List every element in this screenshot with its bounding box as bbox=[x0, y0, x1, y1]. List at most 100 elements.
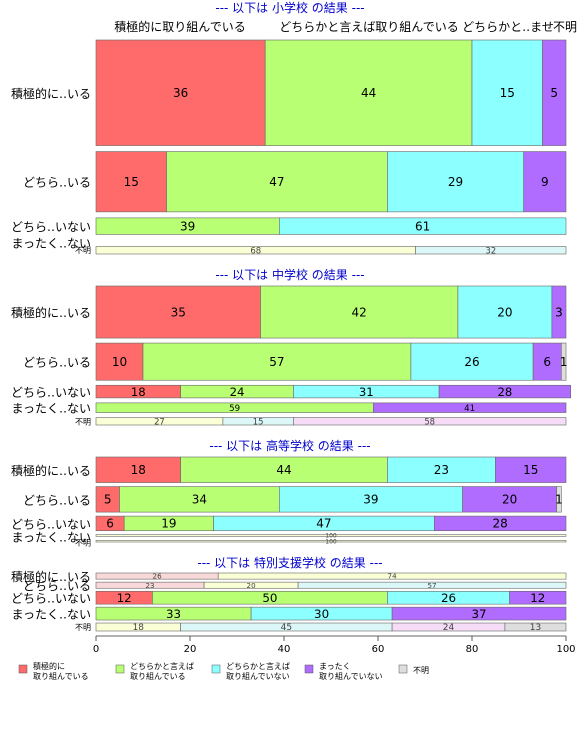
panel-title: --- 以下は 特別支援学校 の結果 --- bbox=[197, 555, 382, 570]
panel-4: --- 以下は 特別支援学校 の結果 --- 積極的に‥いる 26 74 どちら‥いる 2… bbox=[11, 555, 567, 633]
bar-row: 39 61 bbox=[95, 217, 567, 235]
data-label: 37 bbox=[471, 607, 486, 621]
legend-label: まったく bbox=[319, 662, 351, 671]
panel-title: --- 以下は 小学校 の結果 --- bbox=[215, 0, 364, 15]
bar-segment bbox=[504, 622, 567, 632]
x-tick-label: 100 bbox=[556, 644, 575, 655]
x-axis: 0 20 40 60 80 100 bbox=[93, 635, 576, 655]
row-label: どちら‥いる bbox=[23, 579, 91, 593]
data-label: 6 bbox=[106, 517, 114, 531]
legend-label: 積極的に bbox=[33, 661, 65, 671]
legend-label: 取り組んでいない bbox=[226, 671, 290, 681]
bar-segment bbox=[556, 486, 562, 513]
data-label: 15 bbox=[253, 416, 264, 426]
bar-segment bbox=[278, 217, 567, 235]
data-label: 57 bbox=[269, 355, 284, 369]
bar-segment bbox=[95, 151, 167, 213]
row-label: どちら‥いる bbox=[23, 493, 91, 507]
bar-segment bbox=[180, 456, 388, 483]
bar-row: 23 20 57 bbox=[95, 581, 567, 590]
data-label: 19 bbox=[161, 517, 176, 531]
data-label: 23 bbox=[146, 581, 155, 590]
row-label: まったく‥ない bbox=[11, 531, 91, 545]
data-label: 24 bbox=[230, 385, 245, 399]
bar-segment bbox=[462, 486, 557, 513]
bar-segment bbox=[457, 285, 553, 339]
data-label: 32 bbox=[485, 246, 496, 256]
data-label: 30 bbox=[314, 607, 329, 621]
bar-row: 100 bbox=[95, 533, 567, 540]
bar-row: 15 47 29 9 bbox=[95, 151, 567, 213]
row-label: 積極的に‥いる bbox=[11, 569, 91, 584]
chart-panels: --- 以下は 小学校 の結果 --- 積極的に‥いる 36 44 15 5 どちら‥いる 1… bbox=[11, 0, 572, 633]
data-label: 6 bbox=[543, 355, 551, 369]
row-label: まったく‥ない bbox=[11, 402, 91, 416]
bar-segment bbox=[166, 151, 388, 213]
data-label: 50 bbox=[262, 591, 277, 605]
data-label: 18 bbox=[131, 463, 146, 477]
bar-row: 10 57 26 6 1 bbox=[95, 342, 568, 381]
panel-2: --- 以下は 中学校 の結果 --- 積極的に‥いる 35 42 20 3 どちら‥いる 1… bbox=[11, 267, 572, 426]
row-label: 積極的に‥いる bbox=[11, 463, 91, 478]
data-label: 28 bbox=[498, 385, 513, 399]
bar-row: 100 bbox=[95, 538, 567, 545]
x-tick-label: 40 bbox=[278, 644, 291, 655]
data-label: 59 bbox=[229, 404, 240, 414]
data-label: 61 bbox=[415, 219, 430, 233]
data-label: 1 bbox=[560, 355, 568, 369]
legend-item: 不明 bbox=[398, 664, 429, 675]
bar-segment bbox=[495, 456, 567, 483]
row-label: どちら‥いない bbox=[11, 386, 91, 400]
data-label: 47 bbox=[316, 517, 331, 531]
bar-segment bbox=[523, 151, 567, 213]
bar-segment bbox=[551, 285, 567, 339]
data-label: 12 bbox=[530, 591, 545, 605]
row-label: 積極的に‥いる bbox=[11, 305, 91, 320]
data-label: 3 bbox=[555, 305, 563, 319]
bar-segment bbox=[264, 39, 473, 146]
row-label: 不明 bbox=[75, 417, 91, 426]
data-label: 36 bbox=[173, 86, 188, 100]
data-label: 20 bbox=[497, 305, 512, 319]
data-label: 35 bbox=[171, 305, 186, 319]
data-label: 39 bbox=[363, 493, 378, 507]
bar-row: 27 15 58 bbox=[95, 416, 567, 426]
x-tick-label: 0 bbox=[93, 644, 99, 655]
bar-segment bbox=[95, 540, 567, 543]
data-label: 33 bbox=[166, 607, 181, 621]
column-header-3: どちらかと‥ませ bbox=[462, 20, 554, 34]
bar-segment bbox=[278, 486, 463, 513]
data-label: 13 bbox=[530, 623, 541, 633]
bar-segment bbox=[542, 39, 567, 146]
bar-segment bbox=[438, 384, 572, 399]
x-tick-label: 20 bbox=[184, 644, 197, 655]
bar-segment bbox=[391, 606, 567, 621]
column-headers: 積極的に取り組んでいる どちらかと言えば取り組んでいる どちらかと‥ませ 不明 bbox=[114, 19, 577, 34]
legend: 積極的に取り組んでいるどちらかと言えば取り組んでいるどちらかと言えば取り組んでい… bbox=[18, 661, 429, 681]
bar-row: 6 19 47 28 bbox=[95, 515, 567, 532]
data-label: 5 bbox=[550, 86, 558, 100]
bar-segment bbox=[95, 39, 266, 146]
data-label: 39 bbox=[180, 219, 195, 233]
data-label: 41 bbox=[464, 404, 475, 414]
data-label: 26 bbox=[441, 591, 456, 605]
legend-label: 不明 bbox=[413, 666, 429, 675]
data-label: 24 bbox=[443, 623, 455, 633]
bar-row: 36 44 15 5 bbox=[95, 39, 567, 146]
bar-row: 18 44 23 15 bbox=[95, 456, 567, 483]
legend-item: 積極的に取り組んでいる bbox=[18, 661, 89, 681]
bar-row: 18 24 31 28 bbox=[95, 384, 572, 399]
data-label: 5 bbox=[104, 493, 112, 507]
data-label: 42 bbox=[352, 305, 367, 319]
legend-swatch bbox=[115, 664, 125, 674]
data-label: 1 bbox=[555, 493, 563, 507]
bar-segment bbox=[293, 417, 567, 426]
bar-segment bbox=[415, 246, 567, 255]
data-label: 58 bbox=[424, 416, 435, 426]
legend-label: どちらかと言えば bbox=[226, 661, 290, 671]
bar-segment bbox=[372, 402, 567, 413]
bar-row: 12 50 26 12 bbox=[95, 590, 567, 605]
